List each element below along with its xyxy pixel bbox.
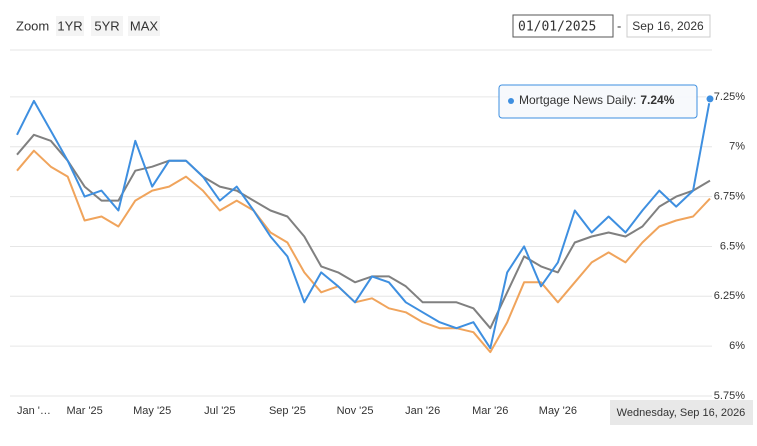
y-tick-label: 7.25% [714, 91, 745, 103]
x-tick-label: Mar '26 [472, 405, 508, 417]
date-from[interactable]: 01/01/2025 [518, 20, 596, 35]
zoom-button[interactable]: MAX [130, 18, 159, 33]
button-bg[interactable] [91, 16, 123, 36]
crosshair-label-box [610, 400, 753, 425]
tooltip-text: Mortgage News Daily: 7.24% [519, 93, 675, 107]
x-tick-label: Jan '… [17, 405, 51, 417]
series-line [16, 149, 711, 354]
y-tick-label: 5.75% [714, 390, 745, 402]
zoom-button[interactable]: 1YR [57, 18, 82, 33]
tooltip-label: Mortgage News Daily: [519, 93, 636, 107]
y-tick-label: 6% [729, 340, 745, 352]
tooltip-value: 7.24% [640, 93, 674, 107]
x-tick-label: Jul '25 [204, 405, 235, 417]
date-input[interactable] [626, 14, 711, 38]
date-separator: - [617, 18, 621, 33]
button-bg[interactable] [56, 16, 84, 36]
x-tick-label: Nov '25 [337, 405, 374, 417]
y-tick-label: 6.25% [714, 290, 745, 302]
tooltip-dot [508, 98, 514, 104]
series-line [16, 98, 711, 350]
zoom-button[interactable]: 5YR [94, 18, 119, 33]
crosshair-label: Wednesday, Sep 16, 2026 [617, 407, 746, 419]
tooltip-box [498, 84, 698, 119]
y-tick-label: 6.75% [714, 190, 745, 202]
series-line [16, 133, 711, 330]
x-tick-label: May '26 [539, 405, 577, 417]
y-tick-label: 6.5% [720, 240, 745, 252]
button-bg[interactable] [128, 16, 160, 36]
x-tick-label: May '25 [133, 405, 171, 417]
hover-marker [705, 94, 715, 104]
date-input[interactable] [512, 14, 614, 38]
x-tick-label: Jan '26 [405, 405, 440, 417]
x-tick-label: Sep '25 [269, 405, 306, 417]
y-tick-label: 7% [729, 141, 745, 153]
date-to[interactable]: Sep 16, 2026 [632, 19, 704, 33]
x-tick-label: Mar '25 [66, 405, 102, 417]
zoom-label: Zoom [16, 18, 49, 33]
